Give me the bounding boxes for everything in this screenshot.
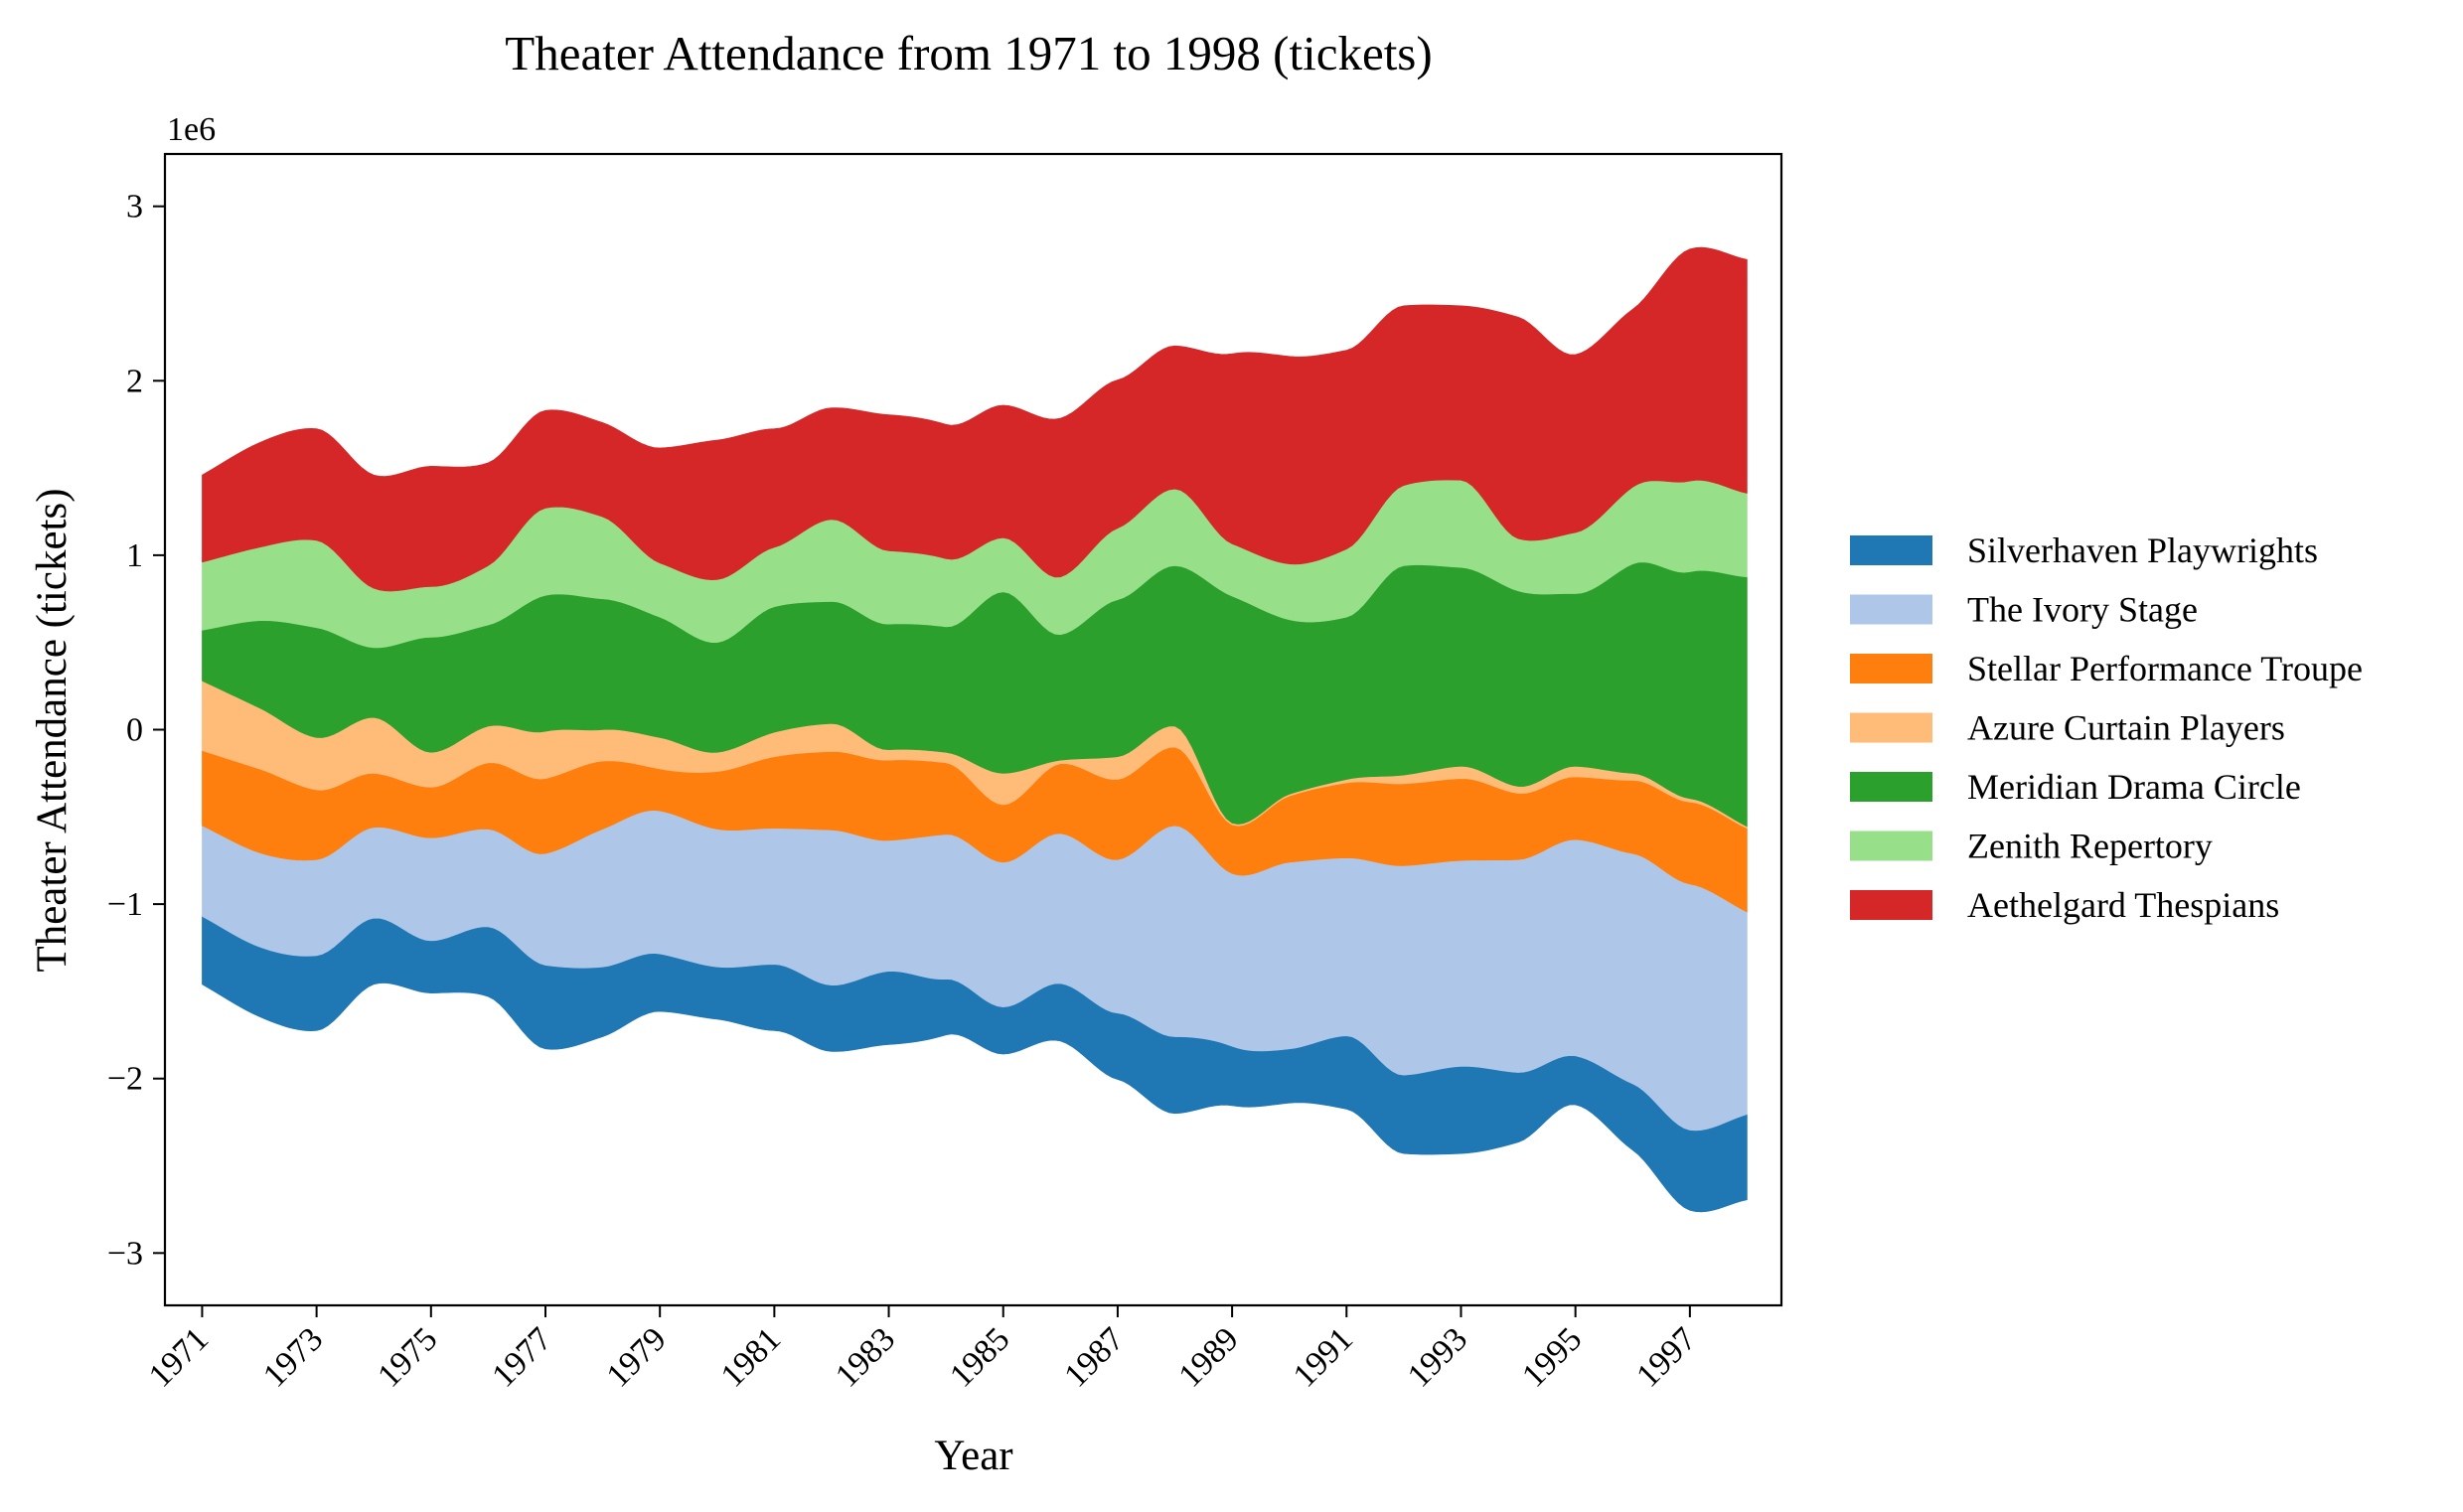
legend-swatch	[1850, 594, 1932, 625]
series-areas	[202, 246, 1748, 1213]
chart-title: Theater Attendance from 1971 to 1998 (ti…	[505, 26, 1432, 80]
y-axis: −3 −2 −1 0 1 2 3	[107, 189, 165, 1272]
y-tick-label: 2	[126, 363, 143, 399]
y-axis-label: Theater Attendance (tickets)	[29, 488, 76, 972]
x-tick-label: 1977	[485, 1320, 558, 1394]
x-tick-label: 1993	[1401, 1320, 1474, 1394]
x-tick-label: 1995	[1515, 1320, 1589, 1394]
x-axis-label: Year	[934, 1433, 1012, 1479]
x-tick-label: 1985	[943, 1320, 1016, 1394]
legend-label: Stellar Performance Troupe	[1967, 649, 2363, 688]
x-tick-label: 1983	[829, 1320, 902, 1394]
legend-label: Aethelgard Thespians	[1967, 885, 2279, 925]
legend: Silverhaven Playwrights The Ivory Stage St…	[1850, 530, 2363, 925]
x-tick-label: 1981	[714, 1320, 788, 1394]
x-tick-label: 1997	[1629, 1320, 1703, 1394]
y-tick-label: 0	[126, 712, 143, 749]
series-area-7	[202, 246, 1748, 592]
legend-swatch	[1850, 654, 1932, 683]
x-tick-label: 1987	[1057, 1320, 1131, 1394]
legend-swatch	[1850, 831, 1932, 861]
legend-label: The Ivory Stage	[1967, 590, 2198, 630]
x-tick-label: 1973	[256, 1320, 330, 1394]
legend-swatch	[1850, 890, 1932, 920]
y-tick-label: −1	[107, 886, 143, 923]
legend-swatch	[1850, 535, 1932, 565]
x-tick-label: 1991	[1287, 1320, 1360, 1394]
legend-swatch	[1850, 772, 1932, 802]
legend-label: Meridian Drama Circle	[1967, 767, 2301, 807]
legend-label: Zenith Repertory	[1967, 827, 2213, 866]
x-axis: 1971 1973 1975 1977 1979 1981 1983 1985 1987 1989…	[142, 1305, 1704, 1395]
y-tick-label: −2	[107, 1061, 143, 1098]
y-tick-label: −3	[107, 1235, 143, 1272]
legend-swatch	[1850, 712, 1932, 743]
legend-label: Azure Curtain Players	[1967, 708, 2285, 748]
x-tick-label: 1989	[1172, 1320, 1246, 1394]
y-tick-label: 1	[126, 537, 143, 574]
y-tick-label: 3	[126, 189, 143, 226]
x-tick-label: 1979	[600, 1320, 674, 1394]
legend-label: Silverhaven Playwrights	[1967, 530, 2318, 570]
y-scale-label: 1e6	[167, 111, 216, 148]
x-tick-label: 1971	[142, 1320, 216, 1394]
x-tick-label: 1975	[371, 1320, 444, 1394]
